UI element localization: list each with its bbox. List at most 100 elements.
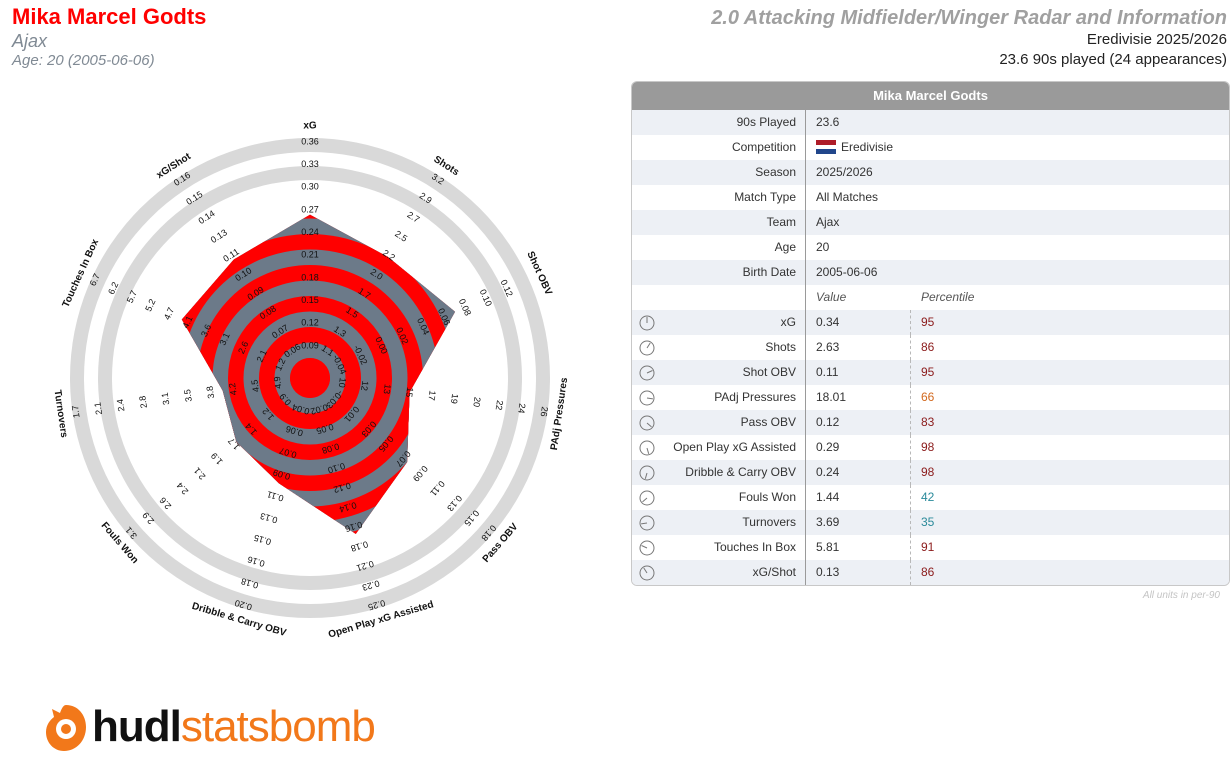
percentile-divider [910, 435, 911, 460]
tick-label: 0.24 [301, 227, 319, 237]
player-age: Age: 20 (2005-06-06) [12, 52, 155, 69]
stat-label: Shots [765, 340, 796, 354]
tick-label: 0.06 [285, 424, 305, 439]
stat-percentile: 95 [921, 315, 935, 329]
stat-dial-icon [639, 340, 655, 356]
tick-label: 0.16 [246, 554, 266, 569]
tick-label: 6.7 [88, 272, 102, 288]
units-footnote: All units in per-90 [1142, 590, 1220, 601]
tick-label: 4.2 [227, 382, 239, 396]
stat-dial-icon [639, 315, 655, 331]
competition-season: Eredivisie 2025/2026 [1086, 31, 1227, 48]
info-row: Competition Eredivisie [632, 135, 1229, 160]
stats-header-row: Value Percentile [632, 285, 1229, 310]
info-label: Match Type [734, 190, 796, 204]
stat-row: PAdj Pressures 18.01 66 [632, 385, 1229, 410]
polygon-center [290, 358, 330, 398]
info-value: 2025/2026 [816, 165, 873, 179]
tick-label: 12 [359, 380, 370, 391]
stat-value: 0.34 [816, 315, 840, 329]
stat-value: 18.01 [816, 390, 847, 404]
tick-label: 0.09 [301, 340, 319, 350]
tick-label: 2.8 [137, 395, 149, 409]
tick-label: 0.10 [327, 461, 347, 476]
tick-label: 0.16 [344, 519, 364, 534]
tick-label: 1.7 [70, 405, 82, 419]
stat-row: Open Play xG Assisted 0.29 98 [632, 435, 1229, 460]
column-divider [805, 435, 806, 460]
tick-label: 4.7 [162, 306, 176, 322]
info-row: Match Type All Matches [632, 185, 1229, 210]
tick-label: 0.15 [253, 533, 273, 548]
stat-row: Turnovers 3.69 35 [632, 510, 1229, 535]
value-column-header: Value [816, 290, 847, 304]
stat-row: Dribble & Carry OBV 0.24 98 [632, 460, 1229, 485]
percentile-divider [910, 535, 911, 560]
tick-label: 6.2 [106, 280, 120, 296]
percentile-divider [910, 360, 911, 385]
tick-label: 0.09 [272, 467, 292, 482]
info-row: Age 20 [632, 235, 1229, 260]
tick-label: 17 [426, 390, 437, 401]
stat-row: Shot OBV 0.11 95 [632, 360, 1229, 385]
tick-label: 0.02 [309, 402, 329, 417]
column-divider [805, 485, 806, 510]
column-divider [805, 535, 806, 560]
column-divider [805, 360, 806, 385]
brand-wordmark: hudlstatsbomb [92, 700, 376, 754]
played-line: 23.6 90s played (24 appearances) [999, 51, 1227, 68]
tick-label: 0.14 [338, 500, 358, 515]
stat-row: Touches In Box 5.81 91 [632, 535, 1229, 560]
stat-value: 2.63 [816, 340, 840, 354]
table-title: Mika Marcel Godts [632, 82, 1229, 110]
column-divider [805, 335, 806, 360]
tick-label: 13 [382, 383, 393, 394]
metric-label: xG [303, 121, 317, 132]
tick-label: 0.30 [301, 182, 319, 192]
tick-label: 0.11 [266, 489, 285, 503]
column-divider [805, 235, 806, 260]
info-value: 20 [816, 240, 830, 254]
info-row: Season 2025/2026 [632, 160, 1229, 185]
stat-value: 1.44 [816, 490, 840, 504]
column-divider [805, 460, 806, 485]
percentile-divider [910, 510, 911, 535]
tick-label: 26 [539, 406, 550, 417]
stat-percentile: 42 [921, 490, 935, 504]
stat-value: 5.81 [816, 540, 840, 554]
tick-label: 2.6 [236, 340, 250, 356]
stat-row: xG 0.34 95 [632, 310, 1229, 335]
percentile-divider [910, 410, 911, 435]
tick-label: 2.1 [255, 348, 269, 364]
column-divider [805, 310, 806, 335]
tick-label: 4.9 [272, 376, 284, 390]
stat-row: Pass OBV 0.12 83 [632, 410, 1229, 435]
percentile-divider [910, 460, 911, 485]
column-divider [805, 110, 806, 135]
tick-label: 0.15 [301, 295, 319, 305]
stat-dial-icon [639, 440, 655, 456]
stat-percentile: 66 [921, 390, 935, 404]
tick-label: 4.5 [249, 379, 261, 393]
stat-value: 0.12 [816, 415, 840, 429]
stat-dial-icon [639, 540, 655, 556]
stat-dial-icon [639, 365, 655, 381]
column-divider [805, 285, 806, 310]
stat-dial-icon [639, 515, 655, 531]
info-label: Team [766, 215, 796, 229]
tick-label: 0.05 [315, 422, 335, 437]
stat-value: 0.13 [816, 565, 840, 579]
stat-percentile: 35 [921, 515, 935, 529]
tick-label: 19 [449, 393, 460, 404]
stat-percentile: 86 [921, 340, 935, 354]
stat-dial-icon [639, 565, 655, 581]
info-value: Ajax [816, 215, 840, 229]
info-row: 90s Played 23.6 [632, 110, 1229, 135]
column-divider [805, 410, 806, 435]
info-value: All Matches [816, 190, 879, 204]
radar-title: 2.0 Attacking Midfielder/Winger Radar an… [711, 7, 1227, 29]
tick-label: 4.1 [180, 314, 194, 330]
stat-label: Open Play xG Assisted [673, 440, 796, 454]
stat-value: 3.69 [816, 515, 840, 529]
metric-label: PAdj Pressures [549, 376, 570, 450]
